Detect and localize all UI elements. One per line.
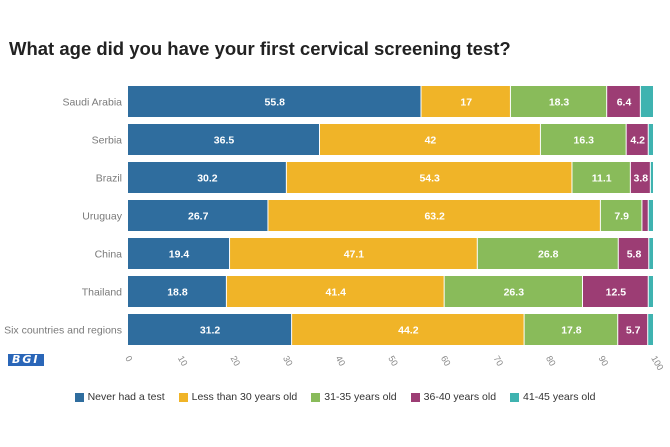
bar-segment-brazil-less-than-30-years-old — [286, 162, 572, 193]
x-tick-label-50: 50 — [386, 354, 400, 368]
category-label-thailand: Thailand — [82, 287, 122, 299]
legend-item-never-had-a-test: Never had a test — [74, 391, 165, 403]
bar-segment-china-31-35-years-old — [477, 238, 618, 269]
value-label-serbia-36-40-years-old: 4.2 — [630, 135, 645, 147]
legend-item-41-45-years-old: 41-45 years old — [510, 391, 595, 403]
value-label-saudi-arabia-31-35-years-old: 18.3 — [549, 97, 570, 109]
bar-segment-serbia-never-had-a-test — [128, 124, 319, 155]
value-label-six-countries-and-regions-never-had-a-test: 31.2 — [200, 325, 221, 337]
x-tick-label-80: 80 — [544, 354, 558, 368]
value-label-brazil-31-35-years-old: 11.1 — [592, 173, 612, 185]
legend-swatch — [510, 392, 520, 402]
x-tick-label-60: 60 — [439, 354, 453, 368]
value-label-serbia-less-than-30-years-old: 42 — [425, 135, 437, 147]
bar-segment-uruguay-36-40-years-old — [642, 200, 648, 231]
category-label-china: China — [95, 249, 123, 261]
value-label-china-36-40-years-old: 5.8 — [627, 249, 642, 261]
category-label-saudi-arabia: Saudi Arabia — [62, 97, 122, 109]
bar-segment-saudi-arabia-36-40-years-old — [607, 86, 640, 117]
value-label-saudi-arabia-never-had-a-test: 55.8 — [265, 97, 286, 109]
legend-label: 31-35 years old — [324, 391, 397, 403]
value-label-six-countries-and-regions-36-40-years-old: 5.7 — [626, 325, 641, 337]
bar-segment-china-less-than-30-years-old — [230, 238, 477, 269]
legend-item-36-40-years-old: 36-40 years old — [410, 391, 497, 403]
category-label-brazil: Brazil — [96, 173, 122, 185]
value-label-six-countries-and-regions-31-35-years-old: 17.8 — [561, 325, 582, 337]
x-tick-label-20: 20 — [228, 354, 242, 368]
value-label-china-less-than-30-years-old: 47.1 — [344, 249, 365, 261]
bar-segment-brazil-36-40-years-old — [630, 162, 650, 193]
value-label-saudi-arabia-36-40-years-old: 6.4 — [617, 97, 632, 109]
bar-segment-serbia-36-40-years-old — [626, 124, 648, 155]
value-label-uruguay-never-had-a-test: 26.7 — [188, 211, 209, 223]
legend-label: 41-45 years old — [523, 391, 596, 403]
bar-segment-six-countries-and-regions-31-35-years-old — [524, 314, 618, 345]
value-label-uruguay-31-35-years-old: 7.9 — [614, 211, 629, 223]
bar-segment-uruguay-31-35-years-old — [600, 200, 642, 231]
x-tick-label-10: 10 — [176, 354, 190, 368]
bar-segment-thailand-never-had-a-test — [128, 276, 226, 307]
bar-segment-china-41-45-years-old — [649, 238, 653, 269]
bar-segment-brazil-31-35-years-old — [572, 162, 630, 193]
category-label-six-countries-and-regions: Six countries and regions — [4, 325, 122, 337]
bar-segment-thailand-less-than-30-years-old — [226, 276, 444, 307]
bar-segment-uruguay-less-than-30-years-old — [268, 200, 600, 231]
bar-segment-saudi-arabia-never-had-a-test — [128, 86, 421, 117]
bar-segment-uruguay-never-had-a-test — [128, 200, 268, 231]
x-tick-label-40: 40 — [334, 354, 348, 368]
bar-segment-serbia-less-than-30-years-old — [319, 124, 540, 155]
value-label-thailand-31-35-years-old: 26.3 — [504, 287, 525, 299]
x-tick-label-100: 100 — [649, 354, 665, 372]
value-label-brazil-less-than-30-years-old: 54.3 — [419, 173, 440, 185]
value-label-brazil-36-40-years-old: 3.8 — [634, 173, 649, 185]
bar-segment-thailand-31-35-years-old — [444, 276, 582, 307]
value-label-thailand-36-40-years-old: 12.5 — [606, 287, 627, 299]
bar-segment-saudi-arabia-less-than-30-years-old — [421, 86, 510, 117]
x-tick-label-30: 30 — [281, 354, 295, 368]
value-label-china-never-had-a-test: 19.4 — [169, 249, 190, 261]
bar-segment-six-countries-and-regions-41-45-years-old — [648, 314, 653, 345]
bar-segment-serbia-41-45-years-old — [648, 124, 653, 155]
legend-swatch — [311, 392, 321, 402]
legend-item-31-35-years-old: 31-35 years old — [311, 391, 397, 403]
category-label-uruguay: Uruguay — [82, 211, 122, 223]
category-label-serbia: Serbia — [92, 135, 123, 147]
legend-label: 36-40 years old — [423, 391, 497, 403]
value-label-six-countries-and-regions-less-than-30-years-old: 44.2 — [398, 325, 419, 337]
x-tick-label-70: 70 — [491, 354, 505, 368]
legend-label: Never had a test — [87, 391, 165, 403]
bgi-logo: BGI — [8, 354, 44, 366]
legend-label: Less than 30 years old — [191, 391, 298, 403]
bar-segment-saudi-arabia-31-35-years-old — [510, 86, 607, 117]
legend-item-less-than-30-years-old: Less than 30 years old — [178, 391, 298, 403]
value-label-uruguay-less-than-30-years-old: 63.2 — [424, 211, 445, 223]
bar-segment-uruguay-41-45-years-old — [648, 200, 653, 231]
x-tick-label-90: 90 — [597, 354, 611, 368]
x-tick-label-0: 0 — [123, 354, 134, 363]
value-label-serbia-never-had-a-test: 36.5 — [214, 135, 235, 147]
bar-segment-china-never-had-a-test — [128, 238, 230, 269]
value-label-serbia-31-35-years-old: 16.3 — [574, 135, 595, 147]
bar-segment-brazil-never-had-a-test — [128, 162, 286, 193]
bar-segment-brazil-41-45-years-old — [650, 162, 653, 193]
chart-legend: Never had a test Less than 30 years old 31… — [0, 391, 670, 403]
value-label-china-31-35-years-old: 26.8 — [538, 249, 559, 261]
legend-swatch — [178, 392, 188, 402]
value-label-brazil-never-had-a-test: 30.2 — [197, 173, 218, 185]
bar-segment-thailand-41-45-years-old — [648, 276, 653, 307]
chart-title: What age did you have your first cervica… — [9, 38, 511, 59]
bar-segment-six-countries-and-regions-less-than-30-years-old — [292, 314, 524, 345]
bar-segment-six-countries-and-regions-never-had-a-test — [128, 314, 292, 345]
bar-segment-thailand-36-40-years-old — [582, 276, 648, 307]
bar-segment-serbia-31-35-years-old — [540, 124, 626, 155]
bar-segment-saudi-arabia-41-45-years-old — [640, 86, 653, 117]
value-label-saudi-arabia-less-than-30-years-old: 17 — [460, 97, 472, 109]
bar-segment-six-countries-and-regions-36-40-years-old — [618, 314, 648, 345]
legend-swatch — [410, 392, 420, 402]
value-label-thailand-less-than-30-years-old: 41.4 — [326, 287, 347, 299]
value-label-thailand-never-had-a-test: 18.8 — [167, 287, 188, 299]
bar-segment-china-36-40-years-old — [618, 238, 649, 269]
legend-swatch — [74, 392, 84, 402]
